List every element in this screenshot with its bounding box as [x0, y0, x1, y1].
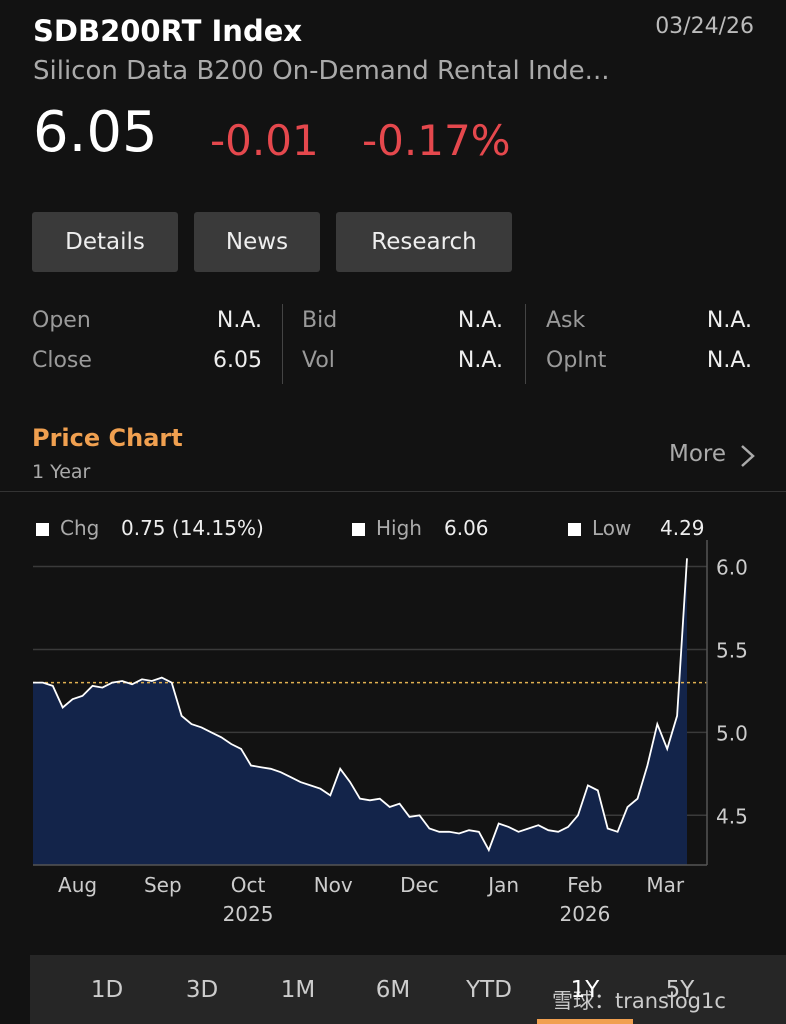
x-tick-label: Sep	[144, 873, 182, 897]
year-label: 2025	[223, 902, 274, 926]
date: 03/24/26	[655, 14, 754, 39]
section-title: Price Chart	[32, 424, 183, 452]
quote-label: Close	[32, 348, 92, 373]
range-option[interactable]: 1M	[280, 977, 316, 1003]
area-fill	[33, 558, 687, 865]
stat-marker	[36, 523, 49, 536]
x-tick-label: Mar	[646, 873, 685, 897]
divider	[282, 304, 283, 384]
range-option[interactable]: 5Y	[665, 977, 695, 1003]
stat-value: 0.75 (14.15%)	[121, 516, 264, 540]
y-tick-label: 5.0	[716, 721, 748, 745]
period: 1 Year	[32, 461, 91, 483]
quote-value: N.A.	[457, 308, 503, 333]
price: 6.05	[33, 100, 158, 165]
tab-button[interactable]: News	[194, 212, 320, 272]
year-label: 2026	[559, 902, 610, 926]
watermark: 雪球：translog1c	[552, 989, 726, 1013]
index-name: Silicon Data B200 On-Demand Rental Inde.…	[33, 56, 610, 86]
range-option[interactable]: YTD	[466, 977, 512, 1003]
x-tick-label: Aug	[58, 873, 97, 897]
ticker: SDB200RT Index	[33, 14, 303, 48]
y-tick-label: 6.0	[716, 556, 748, 580]
quote-label: Open	[32, 308, 91, 333]
change: -0.01	[210, 116, 319, 165]
x-tick-label: Jan	[486, 873, 519, 897]
divider	[0, 491, 786, 492]
quote-value: 6.05	[213, 348, 262, 373]
price-line	[33, 558, 688, 853]
quote-value: N.A.	[457, 348, 503, 373]
stat-marker	[568, 523, 581, 536]
range-option[interactable]: 3D	[185, 977, 219, 1003]
stat-value: 4.29	[660, 516, 705, 540]
quote-value: N.A.	[216, 308, 262, 333]
quote-value: N.A.	[706, 348, 752, 373]
stat-label: Chg	[60, 516, 100, 540]
tab-button[interactable]: Research	[336, 212, 512, 272]
x-tick-label: Nov	[314, 873, 353, 897]
quote-label: Bid	[302, 308, 338, 333]
range-bar	[30, 955, 786, 1024]
stat-value: 6.06	[444, 516, 489, 540]
stat-label: High	[376, 516, 422, 540]
chevron[interactable]	[738, 443, 758, 469]
y-tick-label: 5.5	[716, 638, 748, 662]
price-chart: 4.5 5.0 5.5 6.0 Aug Sep Oct Nov Dec Jan Feb Mar 2025…	[33, 540, 748, 926]
tab-button[interactable]: Details	[32, 212, 178, 272]
y-tick-label: 4.5	[716, 804, 748, 828]
stat-label: Low	[592, 516, 632, 540]
x-tick-label: Feb	[567, 873, 602, 897]
stat-marker	[352, 523, 365, 536]
change-pct: -0.17%	[362, 116, 511, 165]
x-tick-label: Oct	[231, 873, 266, 897]
more-link[interactable]: More	[668, 441, 726, 467]
quote-label: OpInt	[546, 348, 607, 373]
quote-value: N.A.	[706, 308, 752, 333]
range-option[interactable]: 1Y	[570, 977, 600, 1003]
range-option[interactable]: 6M	[375, 977, 411, 1003]
quote-label: Vol	[302, 348, 335, 373]
range-option[interactable]: 1D	[90, 977, 124, 1003]
divider	[525, 304, 526, 384]
range-underline	[537, 1019, 633, 1024]
x-tick-label: Dec	[400, 873, 439, 897]
quote-label: Ask	[546, 308, 586, 333]
